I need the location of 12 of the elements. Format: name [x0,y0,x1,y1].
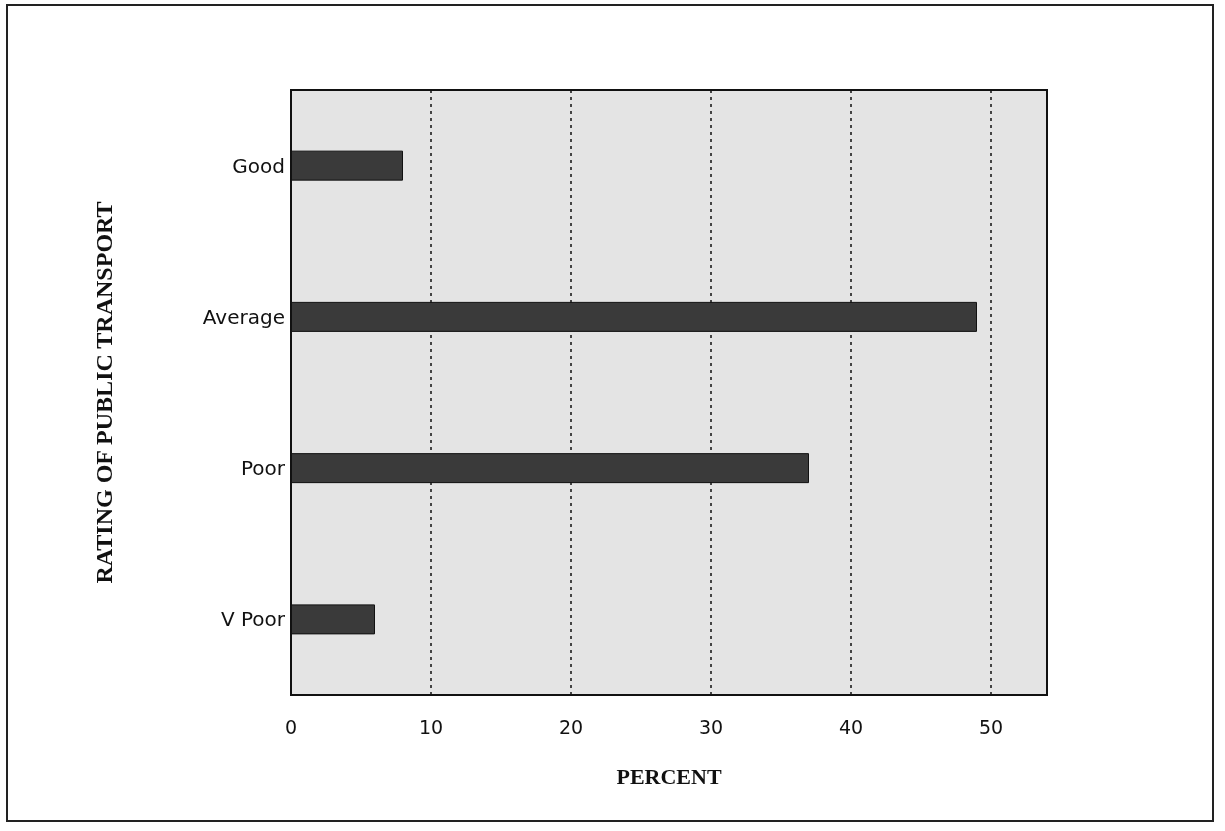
x-tick-label: 30 [698,715,724,738]
y-axis-title: RATING OF PUBLIC TRANSPORT [91,201,117,584]
x-tick-label: 50 [978,715,1004,738]
y-tick-label: Good [232,153,285,178]
x-tick-label: 40 [838,715,864,738]
x-tick-label: 10 [418,715,444,738]
x-tick-label: 20 [558,715,584,738]
y-tick-label: V Poor [220,607,286,632]
x-tick-label: 0 [284,715,298,738]
y-tick-label: Poor [240,456,286,481]
y-tick-label: Average [202,304,285,329]
x-axis-title: PERCENT [616,763,722,789]
